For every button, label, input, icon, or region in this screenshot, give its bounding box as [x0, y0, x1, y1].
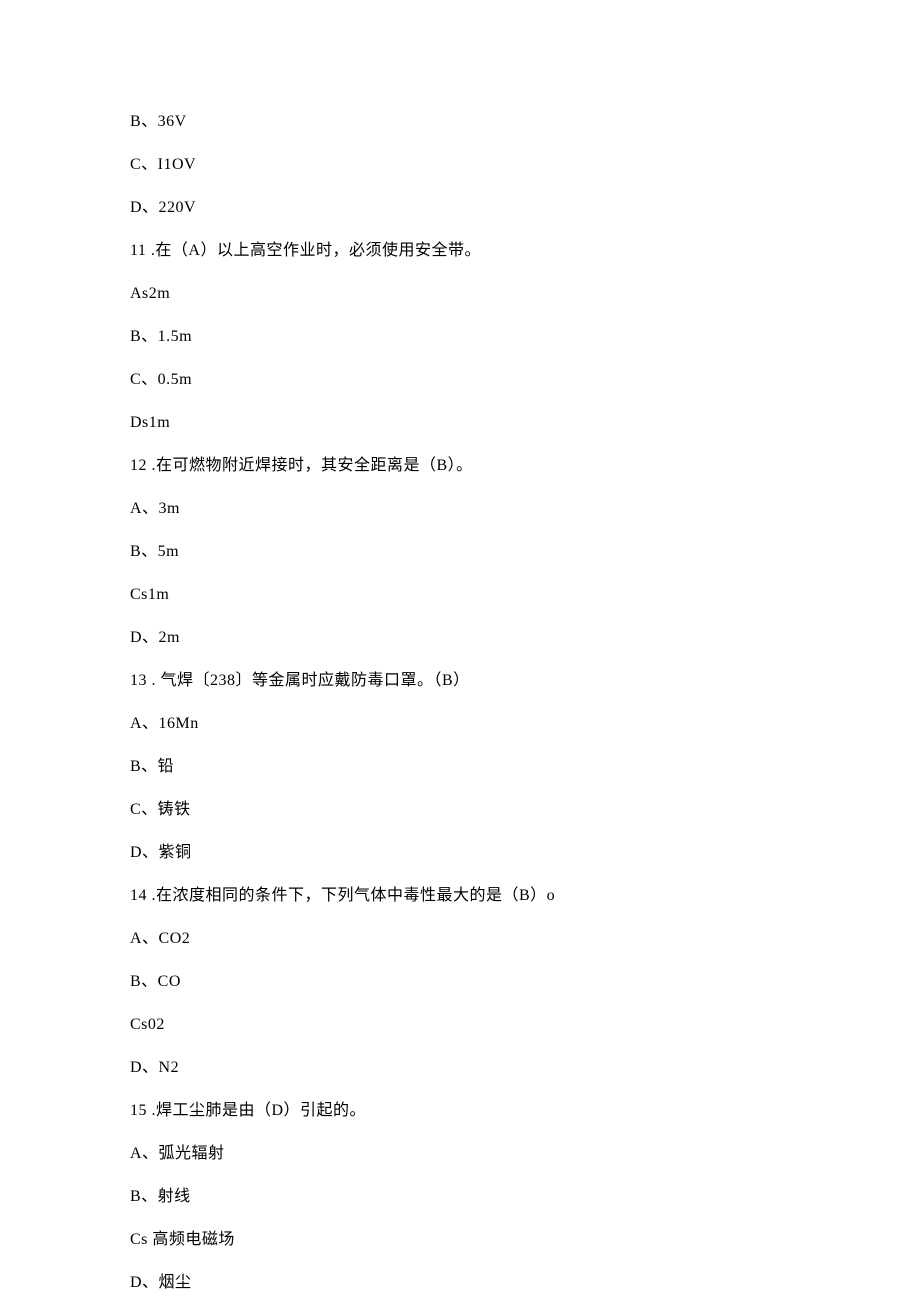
text-line: D、紫铜: [130, 841, 790, 865]
text-line: C、0.5m: [130, 368, 790, 392]
text-line: B、1.5m: [130, 325, 790, 349]
text-line: B、射线: [130, 1185, 790, 1209]
text-line: D、220V: [130, 196, 790, 220]
text-line: D、烟尘: [130, 1271, 790, 1295]
text-line: Ds1m: [130, 411, 790, 435]
question-line: 13 . 气焊〔238〕等金属时应戴防毒口罩。（B）: [130, 669, 790, 693]
text-line: B、36V: [130, 110, 790, 134]
text-line: B、铅: [130, 755, 790, 779]
text-line: Cs1m: [130, 583, 790, 607]
text-line: Cs 高频电磁场: [130, 1228, 790, 1252]
document-content: B、36V C、I1OV D、220V 11 .在（A）以上高空作业时，必须使用…: [130, 110, 790, 1295]
text-line: A、弧光辐射: [130, 1142, 790, 1166]
text-line: Cs02: [130, 1013, 790, 1037]
text-line: C、I1OV: [130, 153, 790, 177]
text-line: A、16Mn: [130, 712, 790, 736]
question-line: 14 .在浓度相同的条件下，下列气体中毒性最大的是（B）o: [130, 884, 790, 908]
text-line: As2m: [130, 282, 790, 306]
question-line: 15 .焊工尘肺是由（D）引起的。: [130, 1099, 790, 1123]
text-line: D、2m: [130, 626, 790, 650]
text-line: A、3m: [130, 497, 790, 521]
text-line: B、5m: [130, 540, 790, 564]
text-line: A、CO2: [130, 927, 790, 951]
text-line: C、铸铁: [130, 798, 790, 822]
text-line: D、N2: [130, 1056, 790, 1080]
question-line: 11 .在（A）以上高空作业时，必须使用安全带。: [130, 239, 790, 263]
question-line: 12 .在可燃物附近焊接时，其安全距离是（B）。: [130, 454, 790, 478]
text-line: B、CO: [130, 970, 790, 994]
